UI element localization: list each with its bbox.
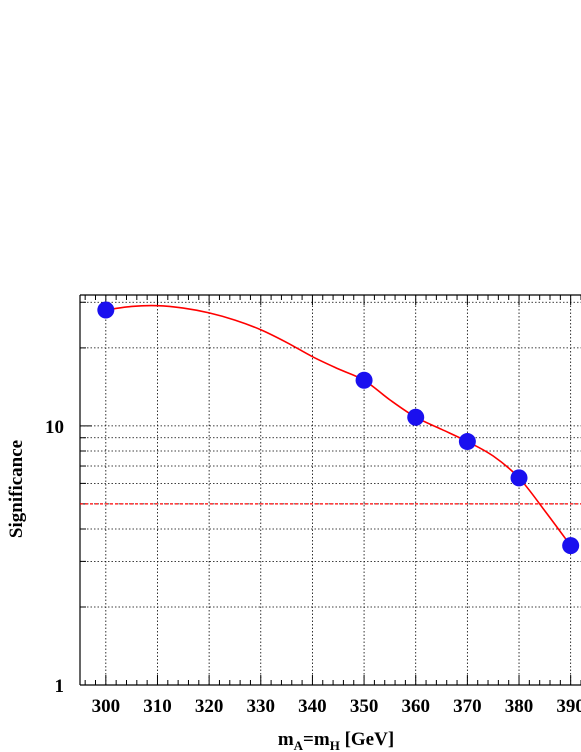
data-point	[458, 433, 476, 451]
x-tick-label: 350	[350, 696, 379, 717]
y-tick-label: 10	[45, 417, 64, 438]
x-axis-title: mA=mH [GeV]	[278, 729, 394, 752]
fit-curve	[105, 304, 572, 547]
y-axis-title: Significance	[6, 440, 27, 538]
x-tick-label: 330	[247, 696, 276, 717]
data-points	[97, 301, 580, 555]
data-point	[407, 408, 425, 426]
y-tick-labels: 1 10	[45, 417, 64, 697]
x-tick-label: 390	[556, 696, 581, 717]
data-point	[562, 537, 580, 555]
x-tick-label: 380	[505, 696, 534, 717]
fit-curve-group	[105, 304, 572, 547]
y-tick-label: 1	[55, 676, 65, 697]
x-tick-label: 360	[401, 696, 430, 717]
data-point	[510, 469, 528, 487]
x-tick-label: 310	[143, 696, 172, 717]
x-tick-label: 320	[195, 696, 224, 717]
data-point	[97, 301, 115, 319]
x-tick-label: 340	[298, 696, 327, 717]
plot-frame	[79, 294, 581, 686]
data-point	[355, 371, 373, 389]
grid-lines	[80, 295, 581, 685]
x-tick-labels: 300 310 320 330 340 350 360 370 380 390	[92, 696, 581, 717]
x-tick-label: 370	[453, 696, 482, 717]
x-tick-label: 300	[92, 696, 121, 717]
